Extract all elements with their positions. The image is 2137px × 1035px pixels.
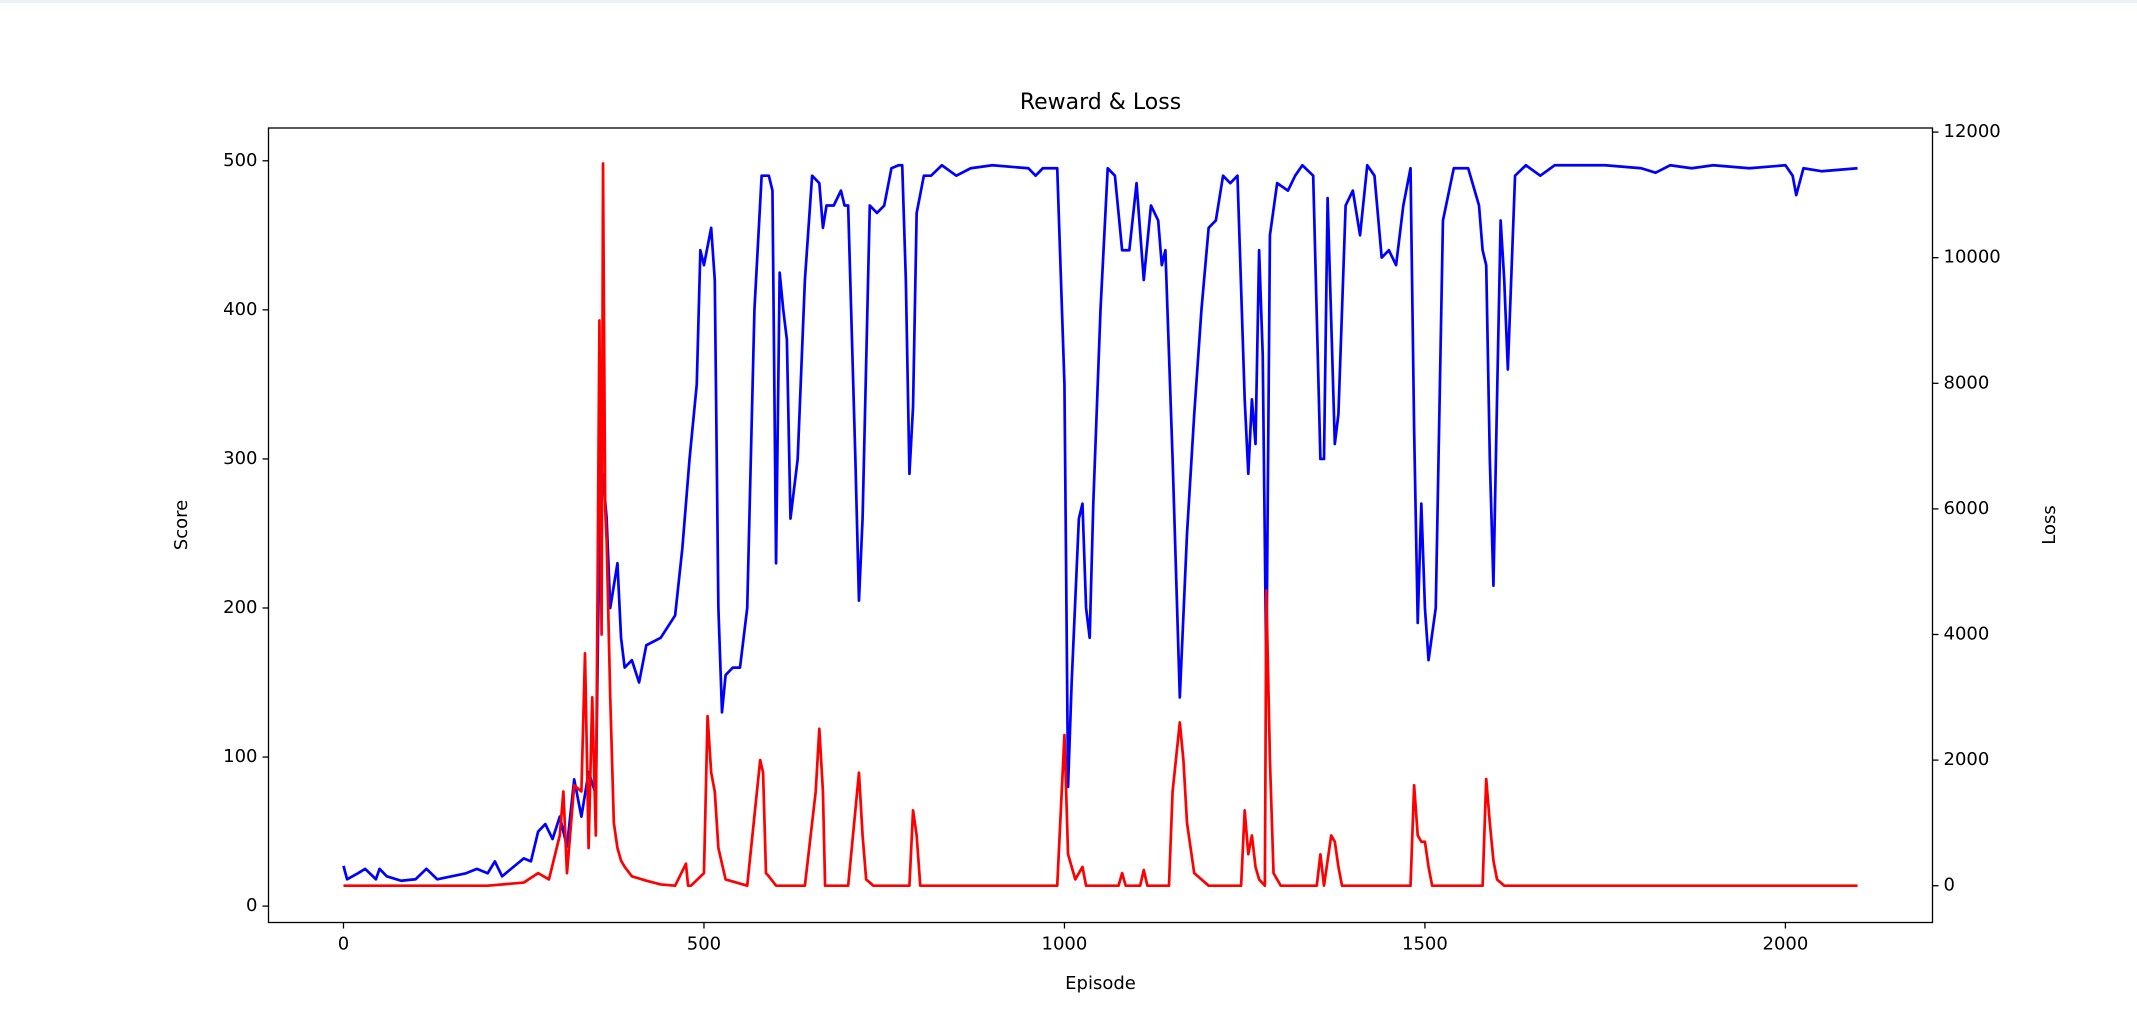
y2-tick-label: 8000 [1944,372,1990,393]
data-line [342,163,1858,883]
y2-tick-label: 0 [1944,875,1955,896]
y2-tick-label: 10000 [1944,247,2001,268]
x-tick-label: 0 [338,934,349,955]
y2-tick-label: 6000 [1944,498,1990,519]
y-axis-label: Score [171,500,192,550]
chart-title: Reward & Loss [1020,90,1181,115]
x-tick-label: 2000 [1763,934,1809,955]
y-tick-label: 400 [223,299,257,320]
y-tick-label: 0 [246,895,257,916]
x-axis-label: Episode [1065,973,1136,994]
y2-tick-label: 12000 [1944,121,2001,142]
data-line [343,162,1858,888]
y-tick-label: 200 [223,597,257,618]
y-tick-label: 500 [223,150,257,171]
top-strip [0,0,2137,3]
y-tick-label: 300 [223,448,257,469]
y2-axis-label: Loss [2039,505,2060,544]
x-tick-label: 1000 [1042,934,1088,955]
plot-frame [267,127,1934,924]
y-tick-label: 100 [223,746,257,767]
y2-tick-label: 4000 [1944,623,1990,644]
y2-tick-label: 2000 [1944,749,1990,770]
x-tick-label: 500 [687,934,721,955]
x-tick-label: 1500 [1402,934,1448,955]
